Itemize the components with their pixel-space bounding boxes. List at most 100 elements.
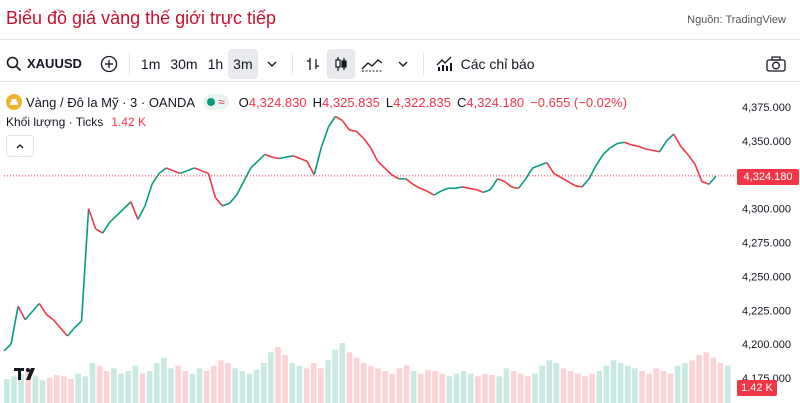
price-segment	[242, 167, 252, 182]
price-segment	[631, 144, 639, 148]
volume-bar	[46, 377, 53, 403]
volume-bars	[4, 343, 731, 403]
tradingview-logo[interactable]	[14, 366, 40, 385]
volume-bar	[125, 371, 131, 403]
snapshot-button[interactable]	[760, 49, 792, 79]
chart-type-dropdown-button[interactable]	[389, 49, 417, 79]
compare-symbol-button[interactable]	[95, 49, 123, 79]
price-segment	[391, 174, 400, 180]
open-value: 4,324.830	[248, 94, 307, 110]
symbol-label: XAUUSD	[27, 56, 82, 71]
price-segment	[567, 180, 576, 187]
price-segment	[489, 178, 499, 191]
volume-bar	[32, 376, 39, 403]
plus-circle-icon	[100, 55, 118, 72]
price-segment	[299, 157, 308, 162]
price-segment	[539, 161, 548, 167]
price-segment	[602, 147, 611, 156]
volume-bar	[496, 376, 503, 403]
page-title: Biểu đồ giá vàng thế giới trực tiếp	[6, 8, 277, 28]
price-chart[interactable]: 4,375.0004,350.0004,325.0004,300.0004,27…	[0, 82, 800, 403]
price-segment	[292, 155, 301, 160]
price-segment	[130, 201, 139, 220]
price-segment	[624, 141, 632, 146]
candles-chart-button[interactable]	[326, 48, 355, 79]
volume-bar	[682, 363, 688, 403]
volume-bar	[432, 371, 438, 403]
price-segment	[278, 156, 287, 160]
price-segment	[377, 160, 386, 169]
volume-label[interactable]: Khối lượng · Ticks	[6, 115, 104, 129]
volume-bar	[389, 373, 396, 403]
bars-chart-button[interactable]	[299, 49, 327, 79]
price-segment	[38, 303, 47, 315]
close-key: C	[456, 94, 467, 110]
volume-bar	[574, 373, 581, 403]
price-segment	[588, 164, 597, 180]
interval-dropdown-button[interactable]	[258, 49, 286, 79]
volume-bar	[582, 376, 588, 403]
instrument-name[interactable]: Vàng / Đô la Mỹ · 3 · OANDA	[26, 94, 196, 110]
market-status-badge[interactable]: ≈	[203, 94, 229, 110]
source-credit[interactable]: Nguồn: TradingView	[687, 14, 786, 26]
interval-30m-button[interactable]: 30m	[170, 55, 198, 72]
price-segment	[207, 173, 217, 199]
high-key: H	[312, 94, 323, 110]
volume-bar	[68, 379, 74, 403]
volume-bar	[310, 363, 317, 403]
price-segment	[341, 120, 351, 131]
volume-bar	[96, 365, 103, 403]
volume-legend: Khối lượng · Ticks 1.42 K	[6, 115, 146, 129]
price-segment	[617, 141, 625, 145]
price-axis[interactable]: 4,375.0004,350.0004,325.0004,300.0004,27…	[4, 102, 791, 385]
volume-bar	[161, 357, 167, 403]
volume-bar	[724, 365, 731, 403]
price-segment	[116, 208, 125, 216]
price-series	[3, 115, 717, 352]
area-chart-button[interactable]	[355, 49, 389, 79]
interval-1h-button[interactable]: 1h	[207, 55, 224, 72]
volume-bar	[282, 355, 288, 403]
volume-bar	[346, 352, 353, 403]
interval-3m-button[interactable]: 3m	[228, 48, 258, 79]
open-key: O	[238, 94, 249, 110]
volume-bar	[189, 373, 196, 403]
volume-bar	[525, 376, 531, 403]
volume-bar	[4, 379, 10, 403]
chart-area[interactable]: 4,375.0004,350.0004,325.0004,300.0004,27…	[0, 82, 800, 403]
price-segment	[137, 205, 146, 220]
price-segment	[228, 194, 238, 204]
price-segment	[497, 178, 505, 183]
price-segment	[349, 129, 357, 133]
price-segment	[52, 319, 62, 329]
volume-bar	[210, 365, 217, 403]
volume-bar	[253, 369, 260, 403]
symbol-search-button[interactable]: XAUUSD	[0, 49, 87, 79]
collapse-legend-button[interactable]	[6, 135, 34, 157]
volume-bar	[82, 376, 89, 403]
price-segment	[517, 178, 527, 189]
volume-bar	[268, 352, 274, 403]
volume-bar	[153, 363, 160, 403]
price-segment	[511, 186, 519, 190]
volume-bar	[18, 373, 24, 403]
price-segment	[504, 180, 513, 188]
volume-bar	[39, 380, 46, 403]
price-segment	[483, 188, 491, 194]
interval-1m-button[interactable]: 1m	[140, 55, 161, 72]
volume-bar	[703, 352, 710, 403]
price-segment	[645, 148, 653, 152]
price-segment	[201, 169, 209, 175]
volume-bar	[168, 368, 174, 403]
volume-bar	[667, 373, 674, 403]
price-segment	[708, 175, 717, 185]
tradingview-logo-icon	[14, 368, 35, 380]
price-segment	[313, 147, 323, 175]
price-segment	[355, 130, 365, 139]
volume-bar	[410, 371, 417, 403]
toolbar-divider	[422, 52, 424, 75]
price-segment	[469, 187, 477, 191]
indicators-button[interactable]: Các chỉ báo	[430, 49, 540, 79]
volume-bar	[375, 368, 381, 403]
volume-bar	[696, 355, 702, 403]
